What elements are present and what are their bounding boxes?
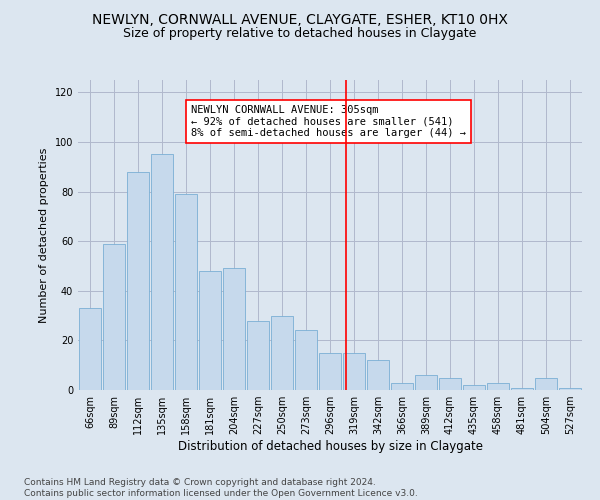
Text: Size of property relative to detached houses in Claygate: Size of property relative to detached ho… — [124, 28, 476, 40]
Bar — [175, 194, 197, 390]
Bar — [127, 172, 149, 390]
Bar — [559, 388, 581, 390]
Bar — [463, 385, 485, 390]
Bar — [103, 244, 125, 390]
Bar — [223, 268, 245, 390]
Bar — [367, 360, 389, 390]
Bar — [199, 271, 221, 390]
Bar — [343, 353, 365, 390]
Bar — [439, 378, 461, 390]
Bar — [391, 382, 413, 390]
Bar — [415, 375, 437, 390]
Bar — [319, 353, 341, 390]
X-axis label: Distribution of detached houses by size in Claygate: Distribution of detached houses by size … — [178, 440, 482, 453]
Bar — [247, 320, 269, 390]
Bar — [487, 382, 509, 390]
Text: NEWLYN, CORNWALL AVENUE, CLAYGATE, ESHER, KT10 0HX: NEWLYN, CORNWALL AVENUE, CLAYGATE, ESHER… — [92, 12, 508, 26]
Y-axis label: Number of detached properties: Number of detached properties — [39, 148, 49, 322]
Bar — [511, 388, 533, 390]
Bar — [151, 154, 173, 390]
Bar — [535, 378, 557, 390]
Bar — [271, 316, 293, 390]
Text: Contains HM Land Registry data © Crown copyright and database right 2024.
Contai: Contains HM Land Registry data © Crown c… — [24, 478, 418, 498]
Bar — [79, 308, 101, 390]
Bar — [295, 330, 317, 390]
Text: NEWLYN CORNWALL AVENUE: 305sqm
← 92% of detached houses are smaller (541)
8% of : NEWLYN CORNWALL AVENUE: 305sqm ← 92% of … — [191, 105, 466, 138]
